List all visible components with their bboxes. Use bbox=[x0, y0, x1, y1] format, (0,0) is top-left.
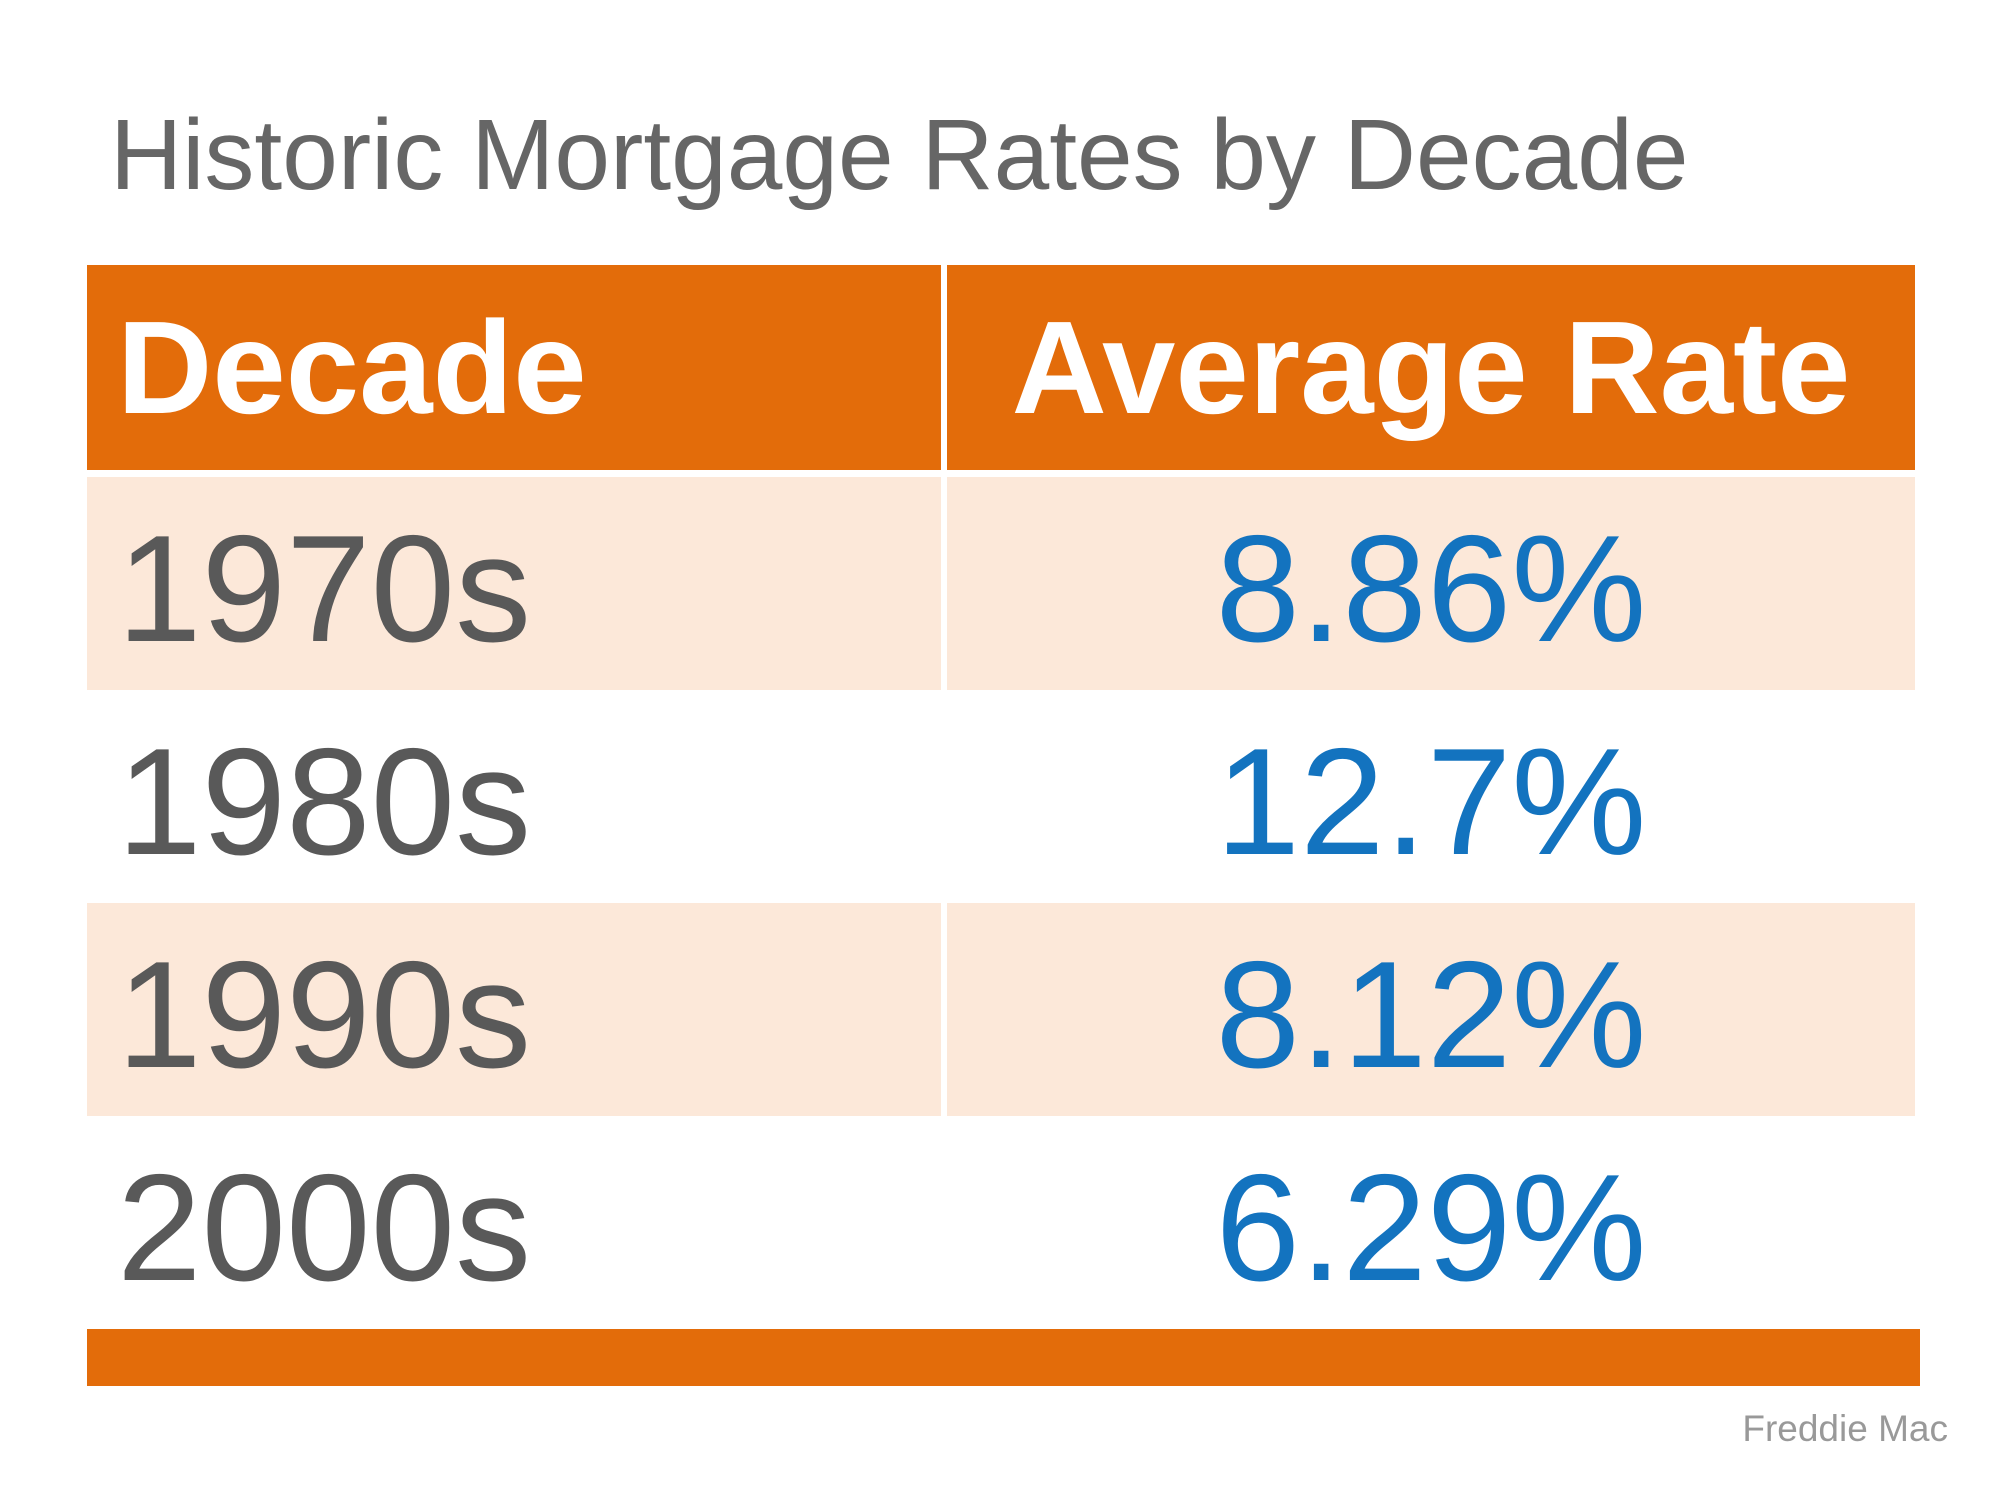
mortgage-rates-table: Decade Average Rate 1970s 8.86% 1980s 12… bbox=[87, 265, 1915, 1329]
rate-cell: 8.12% bbox=[947, 903, 1915, 1116]
bottom-accent-bar bbox=[87, 1329, 1920, 1386]
table-row: 2000s 6.29% bbox=[87, 1116, 1915, 1329]
table-row: 1980s 12.7% bbox=[87, 690, 1915, 903]
decade-cell: 1990s bbox=[87, 903, 941, 1116]
column-divider bbox=[941, 477, 947, 690]
header-cell-decade: Decade bbox=[87, 265, 941, 470]
table-row: 1990s 8.12% bbox=[87, 903, 1915, 1116]
column-divider bbox=[941, 903, 947, 1116]
page-title: Historic Mortgage Rates by Decade bbox=[110, 99, 1689, 211]
table-row: 1970s 8.86% bbox=[87, 477, 1915, 690]
rate-cell: 12.7% bbox=[947, 690, 1915, 903]
decade-cell: 1980s bbox=[87, 690, 941, 903]
table-header-row: Decade Average Rate bbox=[87, 265, 1915, 470]
rate-cell: 8.86% bbox=[947, 477, 1915, 690]
rate-cell: 6.29% bbox=[947, 1116, 1915, 1329]
header-cell-average-rate: Average Rate bbox=[947, 265, 1915, 470]
decade-cell: 1970s bbox=[87, 477, 941, 690]
column-divider bbox=[941, 690, 947, 903]
source-attribution: Freddie Mac bbox=[1742, 1408, 1948, 1449]
column-divider bbox=[941, 265, 947, 470]
decade-cell: 2000s bbox=[87, 1116, 941, 1329]
column-divider bbox=[941, 1116, 947, 1329]
